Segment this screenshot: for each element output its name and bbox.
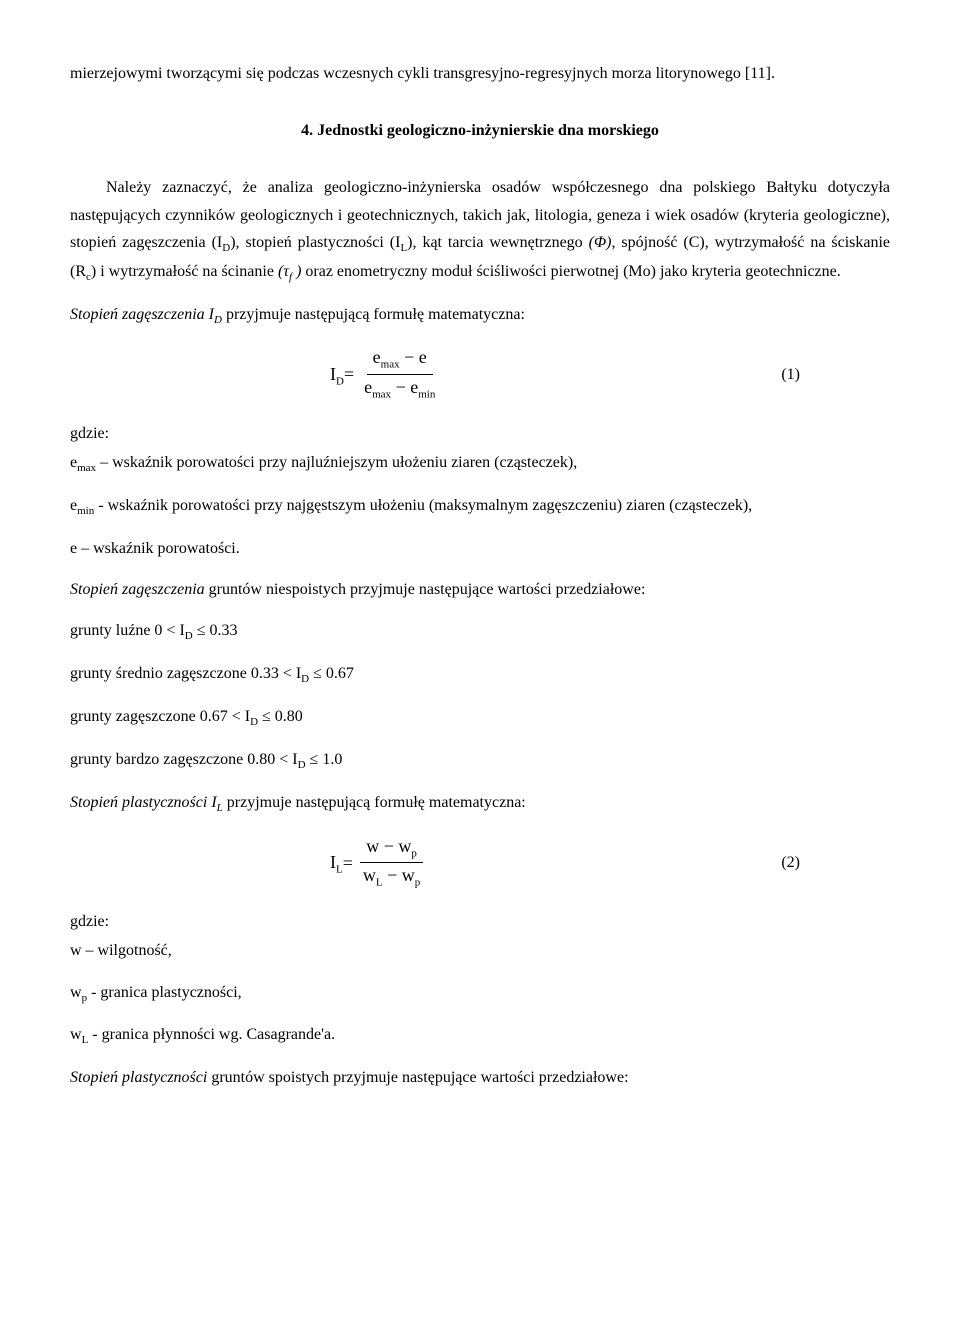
sym: w — [363, 865, 376, 885]
sym: e — [364, 377, 372, 397]
term: Stopień zagęszczenia — [70, 581, 205, 598]
range-dense: grunty zagęszczone 0.67 ˂ ID ≤ 0.80 — [70, 703, 890, 732]
sub: max — [77, 462, 96, 474]
sub: p — [411, 847, 417, 859]
text: ), stopień plastyczności (I — [230, 234, 400, 251]
eq: = — [343, 848, 353, 879]
text: gruntów niespoistych przyjmuje następują… — [205, 581, 646, 598]
sub: min — [77, 505, 94, 517]
text: ≤ 1.0 — [306, 751, 343, 768]
formula-2: IL = w − wp wL − wp (2) — [70, 836, 890, 891]
term: Stopień plastyczności I — [70, 794, 217, 811]
text: - granica plastyczności, — [87, 984, 242, 1001]
sym: w — [70, 984, 82, 1001]
sub: D — [250, 716, 258, 728]
sub: max — [381, 359, 400, 371]
equation-number: (2) — [781, 849, 800, 876]
sym: − e — [400, 347, 427, 367]
paragraph-formula1-intro: Stopień zagęszczenia ID przyjmuje następ… — [70, 301, 890, 330]
paragraph-formula2-intro: Stopień plastyczności IL przyjmuje nastę… — [70, 789, 890, 818]
text: grunty luźne 0 < I — [70, 622, 185, 639]
where-label: gdzie: — [70, 420, 890, 447]
text: przyjmuje następującą formułę matematycz… — [222, 306, 525, 323]
paragraph-intro: mierzejowymi tworzącymi się podczas wcze… — [70, 60, 890, 87]
text: gruntów spoistych przyjmuje następujące … — [207, 1069, 628, 1086]
lhs: IL — [330, 847, 343, 879]
text: - wskaźnik porowatości przy najgęstszym … — [94, 497, 752, 514]
sub: D — [185, 630, 193, 642]
symbol-phi: (Φ) — [589, 234, 612, 251]
text: ) i wytrzymałość na ścinanie — [91, 263, 278, 280]
sub: max — [372, 389, 391, 401]
text: ), kąt tarcia wewnętrznego — [407, 234, 588, 251]
def-emax: emax – wskaźnik porowatości przy najluźn… — [70, 449, 890, 478]
equation-number: (1) — [781, 361, 800, 388]
text: oraz enometryczny moduł ściśliwości pier… — [301, 263, 840, 280]
numerator: emax − e — [367, 347, 433, 375]
text: grunty bardzo zagęszczone 0.80 < I — [70, 751, 298, 768]
sub: L — [336, 863, 343, 875]
sym: − w — [383, 865, 415, 885]
text: ≤ 0.80 — [258, 708, 303, 725]
plastic-ranges-intro: Stopień plastyczności gruntów spoistych … — [70, 1064, 890, 1091]
paragraph-main: Należy zaznaczyć, że analiza geologiczno… — [70, 174, 890, 286]
def-w: w – wilgotność, — [70, 937, 890, 964]
equation-body: ID = emax − e emax − emin — [330, 347, 445, 402]
denominator: emax − emin — [358, 375, 441, 402]
lhs: ID — [330, 359, 344, 391]
def-wl: wL - granica płynności wg. Casagrande'a. — [70, 1021, 890, 1050]
subscript-d: D — [214, 314, 222, 326]
denominator: wL − wp — [357, 863, 426, 890]
text: – wskaźnik porowatości przy najluźniejsz… — [96, 454, 577, 471]
sub: D — [301, 673, 309, 685]
formula-1: ID = emax − e emax − emin (1) — [70, 347, 890, 402]
fraction: w − wp wL − wp — [357, 836, 426, 891]
eq: = — [344, 359, 354, 390]
sub: D — [298, 759, 306, 771]
symbol-tau-close: ) — [292, 263, 301, 280]
sym: w — [70, 1026, 82, 1043]
text: przyjmuje następującą formułę matematycz… — [223, 794, 526, 811]
text: grunty zagęszczone 0.67 ˂ I — [70, 708, 250, 725]
equation-body: IL = w − wp wL − wp — [330, 836, 430, 891]
range-loose: grunty luźne 0 < ID ≤ 0.33 — [70, 617, 890, 646]
sub: p — [415, 877, 421, 889]
term: Stopień zagęszczenia I — [70, 306, 214, 323]
fraction: emax − e emax − emin — [358, 347, 441, 402]
def-e: e – wskaźnik porowatości. — [70, 535, 890, 562]
sub: min — [418, 389, 435, 401]
numerator: w − wp — [360, 836, 423, 864]
where-label-2: gdzie: — [70, 908, 890, 935]
ranges-intro: Stopień zagęszczenia gruntów niespoistyc… — [70, 576, 890, 603]
range-very-dense: grunty bardzo zagęszczone 0.80 < ID ≤ 1.… — [70, 746, 890, 775]
text: ≤ 0.67 — [309, 665, 354, 682]
sym: w − w — [366, 836, 411, 856]
sym: − e — [391, 377, 418, 397]
subscript-d: D — [222, 242, 230, 254]
def-wp: wp - granica plastyczności, — [70, 979, 890, 1008]
range-medium: grunty średnio zagęszczone 0.33 < ID ≤ 0… — [70, 660, 890, 689]
section-heading: 4. Jednostki geologiczno-inżynierskie dn… — [70, 117, 890, 144]
def-emin: emin - wskaźnik porowatości przy najgęst… — [70, 492, 890, 521]
sub: D — [336, 375, 344, 387]
text: ≤ 0.33 — [193, 622, 238, 639]
sym: e — [373, 347, 381, 367]
sub: L — [376, 877, 383, 889]
text: grunty średnio zagęszczone 0.33 < I — [70, 665, 301, 682]
text: - granica płynności wg. Casagrande'a. — [88, 1026, 335, 1043]
symbol-tau: (τ — [278, 263, 289, 280]
term: Stopień plastyczności — [70, 1069, 207, 1086]
